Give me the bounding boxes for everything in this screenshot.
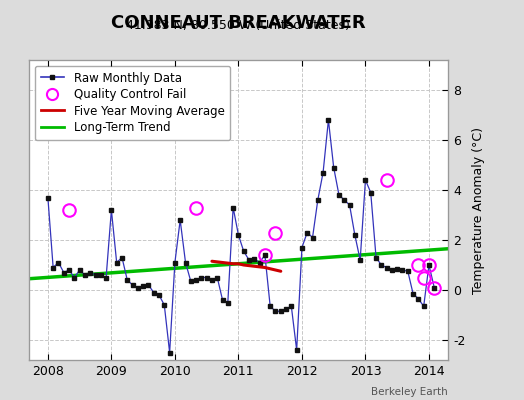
Quality Control Fail [384, 178, 390, 182]
Five Year Moving Average [220, 260, 226, 265]
Raw Monthly Data [431, 285, 438, 290]
Line: Raw Monthly Data: Raw Monthly Data [48, 120, 434, 352]
Y-axis label: Temperature Anomaly (°C): Temperature Anomaly (°C) [472, 126, 485, 294]
Raw Monthly Data [167, 350, 173, 355]
Five Year Moving Average [262, 265, 268, 270]
Raw Monthly Data [124, 278, 130, 282]
Raw Monthly Data [129, 282, 136, 287]
Five Year Moving Average [278, 269, 284, 274]
Five Year Moving Average [230, 261, 236, 266]
Raw Monthly Data [177, 218, 183, 222]
Quality Control Fail [193, 205, 199, 210]
Five Year Moving Average [209, 259, 215, 264]
Raw Monthly Data [262, 253, 268, 258]
Quality Control Fail [272, 230, 279, 235]
Line: Five Year Moving Average: Five Year Moving Average [212, 261, 281, 271]
Title: 41.983 N, 80.550 W (United States): 41.983 N, 80.550 W (United States) [126, 20, 351, 32]
Text: CONNEAUT BREAKWATER: CONNEAUT BREAKWATER [111, 14, 366, 32]
Raw Monthly Data [45, 195, 51, 200]
Five Year Moving Average [267, 266, 274, 271]
Text: Berkeley Earth: Berkeley Earth [372, 387, 448, 397]
Quality Control Fail [426, 262, 432, 267]
Quality Control Fail [431, 285, 438, 290]
Five Year Moving Average [235, 261, 242, 266]
Line: Quality Control Fail: Quality Control Fail [63, 174, 441, 294]
Five Year Moving Average [241, 262, 247, 267]
Legend: Raw Monthly Data, Quality Control Fail, Five Year Moving Average, Long-Term Tren: Raw Monthly Data, Quality Control Fail, … [35, 66, 231, 140]
Quality Control Fail [262, 253, 268, 258]
Raw Monthly Data [325, 118, 332, 122]
Quality Control Fail [415, 262, 421, 267]
Quality Control Fail [421, 275, 427, 280]
Raw Monthly Data [405, 269, 411, 274]
Raw Monthly Data [267, 304, 274, 309]
Five Year Moving Average [251, 264, 257, 269]
Five Year Moving Average [272, 268, 279, 272]
Quality Control Fail [66, 208, 72, 212]
